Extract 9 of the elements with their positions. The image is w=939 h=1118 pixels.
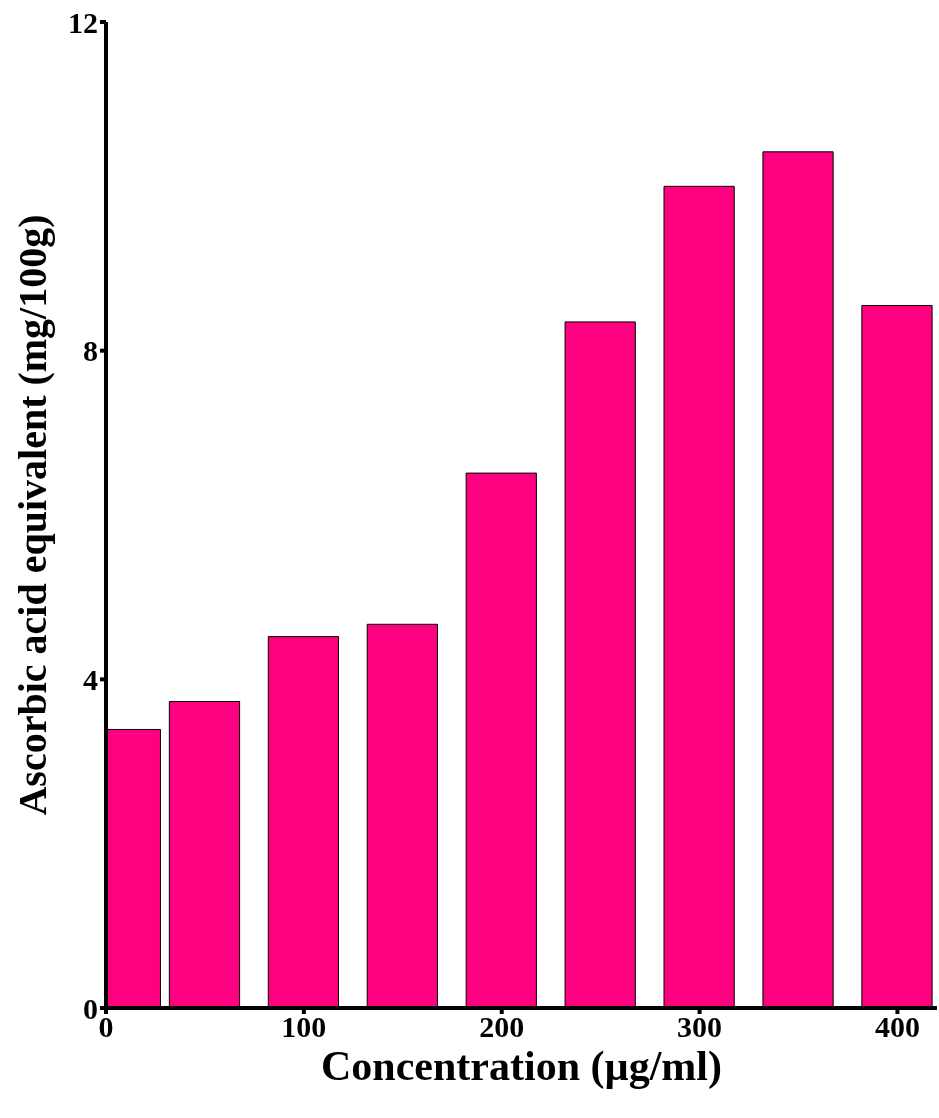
x-tick-label: 400 bbox=[874, 1010, 920, 1044]
y-tick-label: 4 bbox=[83, 662, 98, 696]
y-tick-label: 12 bbox=[68, 5, 98, 39]
y-tick-label: 8 bbox=[83, 334, 98, 368]
x-axis-title: Concentration (µg/ml) bbox=[321, 1043, 722, 1090]
y-axis-title: Ascorbic acid equivalent (mg/100g) bbox=[10, 214, 56, 816]
x-tick-label: 300 bbox=[677, 1010, 723, 1044]
x-tick-label: 200 bbox=[479, 1010, 525, 1044]
x-tick-label: 100 bbox=[281, 1010, 327, 1044]
